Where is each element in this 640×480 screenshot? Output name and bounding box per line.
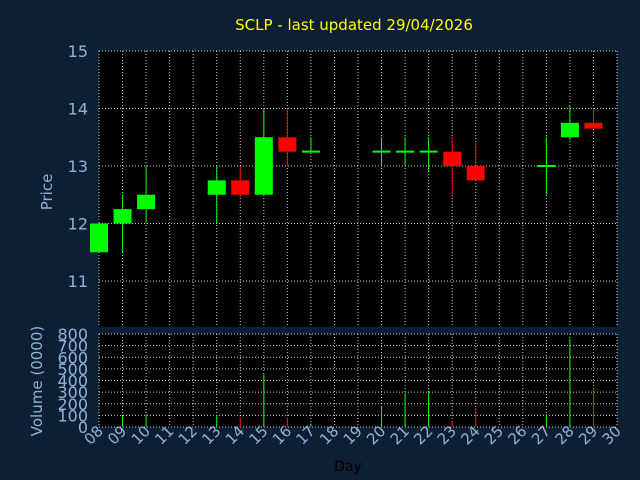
chart-title: SCLP - last updated 29/04/2026 — [235, 16, 473, 34]
volume-tick-label: 500 — [57, 360, 88, 379]
volume-grid — [98, 333, 618, 428]
candle-body — [560, 122, 579, 138]
candle-body — [254, 137, 273, 195]
volume-tick-label: 400 — [57, 372, 88, 391]
price-tick-label: 12 — [68, 215, 88, 234]
candle-body — [466, 166, 485, 181]
candle-body — [231, 180, 250, 195]
price-tick-label: 13 — [68, 157, 88, 176]
price-tick-label: 14 — [68, 100, 88, 119]
price-tick-label: 15 — [68, 42, 88, 61]
volume-tick-label: 200 — [57, 395, 88, 414]
candle-body — [301, 150, 320, 153]
volume-tick-label: 300 — [57, 383, 88, 402]
candles — [90, 105, 603, 253]
price-y-ticks: 11 12 13 14 15 — [68, 42, 88, 291]
x-ticks: 0809101112131415161718192021222324252627… — [81, 422, 625, 448]
candle-body — [278, 137, 297, 152]
volume-axis-label: Volume (0000) — [28, 326, 46, 436]
candle-body — [372, 150, 391, 153]
volume-tick-label: 100 — [57, 406, 88, 425]
candle-body — [396, 150, 415, 153]
volume-tick-label: 600 — [57, 348, 88, 367]
candle-body — [419, 150, 438, 153]
candle-body — [90, 223, 108, 253]
volume-tick-label: 700 — [57, 337, 88, 356]
volume-tick-label: 0 — [78, 418, 88, 437]
candle-body — [137, 194, 156, 210]
candle-body — [207, 180, 226, 195]
candle-body — [113, 209, 132, 224]
volume-tick-label: 800 — [57, 325, 88, 344]
price-tick-label: 11 — [68, 272, 88, 291]
candle-body — [443, 151, 462, 166]
candle-body — [537, 165, 556, 167]
candle-body — [584, 122, 603, 129]
volume-bars — [122, 338, 594, 427]
price-axis-label: Price — [38, 174, 56, 211]
x-axis-label: Day — [334, 459, 362, 475]
